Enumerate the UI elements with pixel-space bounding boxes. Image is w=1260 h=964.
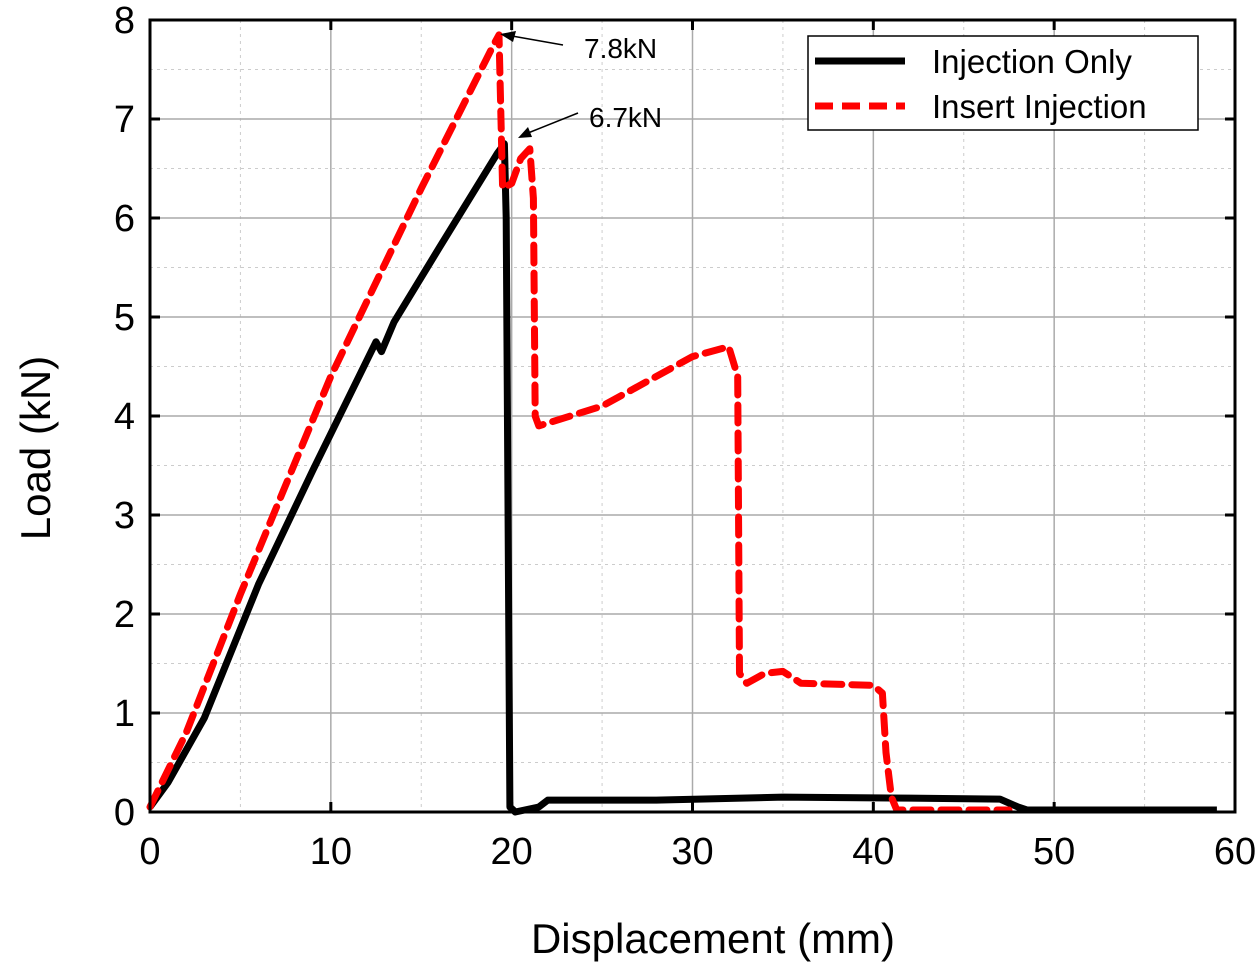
y-axis-label: Load (kN) bbox=[12, 356, 59, 540]
legend: Injection Only Insert Injection bbox=[807, 35, 1199, 131]
y-tick-label: 8 bbox=[114, 0, 135, 42]
y-tick-label: 1 bbox=[114, 693, 135, 735]
legend-box bbox=[807, 35, 1199, 131]
x-tick-label: 10 bbox=[310, 831, 352, 873]
x-tick-label: 50 bbox=[1033, 831, 1075, 873]
legend-label-insert-injection: Insert Injection bbox=[932, 88, 1147, 125]
annotation-arrowhead bbox=[500, 31, 516, 42]
y-tick-label: 2 bbox=[114, 594, 135, 636]
annotation-label: 7.8kN bbox=[584, 33, 657, 64]
ticks bbox=[148, 18, 1237, 814]
x-tick-label: 40 bbox=[852, 831, 894, 873]
annotation-arrowhead bbox=[518, 127, 532, 138]
annotation-label: 6.7kN bbox=[589, 102, 662, 133]
series-line-insert-injection bbox=[146, 31, 1013, 814]
legend-label-injection-only: Injection Only bbox=[932, 43, 1132, 80]
series-line-injection-only bbox=[147, 140, 1217, 816]
tick-labels: 0 10 20 30 40 50 60 0 1 2 3 4 5 6 7 8 bbox=[114, 0, 1256, 873]
annotation-7-8kN: 7.8kN bbox=[500, 31, 657, 64]
x-tick-label: 0 bbox=[139, 831, 160, 873]
x-axis-label: Displacement (mm) bbox=[531, 915, 895, 962]
y-tick-label: 4 bbox=[114, 396, 135, 438]
annotation-arrow bbox=[527, 112, 579, 134]
y-tick-label: 0 bbox=[114, 792, 135, 834]
y-tick-label: 6 bbox=[114, 198, 135, 240]
series-layer bbox=[146, 31, 1217, 816]
annotation-6-7kN: 6.7kN bbox=[518, 102, 662, 138]
y-tick-label: 7 bbox=[114, 99, 135, 141]
y-tick-label: 5 bbox=[114, 297, 135, 339]
y-tick-label: 3 bbox=[114, 495, 135, 537]
x-tick-label: 30 bbox=[671, 831, 713, 873]
x-tick-label: 60 bbox=[1214, 831, 1256, 873]
x-tick-label: 20 bbox=[491, 831, 533, 873]
annotation-arrow bbox=[511, 35, 564, 46]
